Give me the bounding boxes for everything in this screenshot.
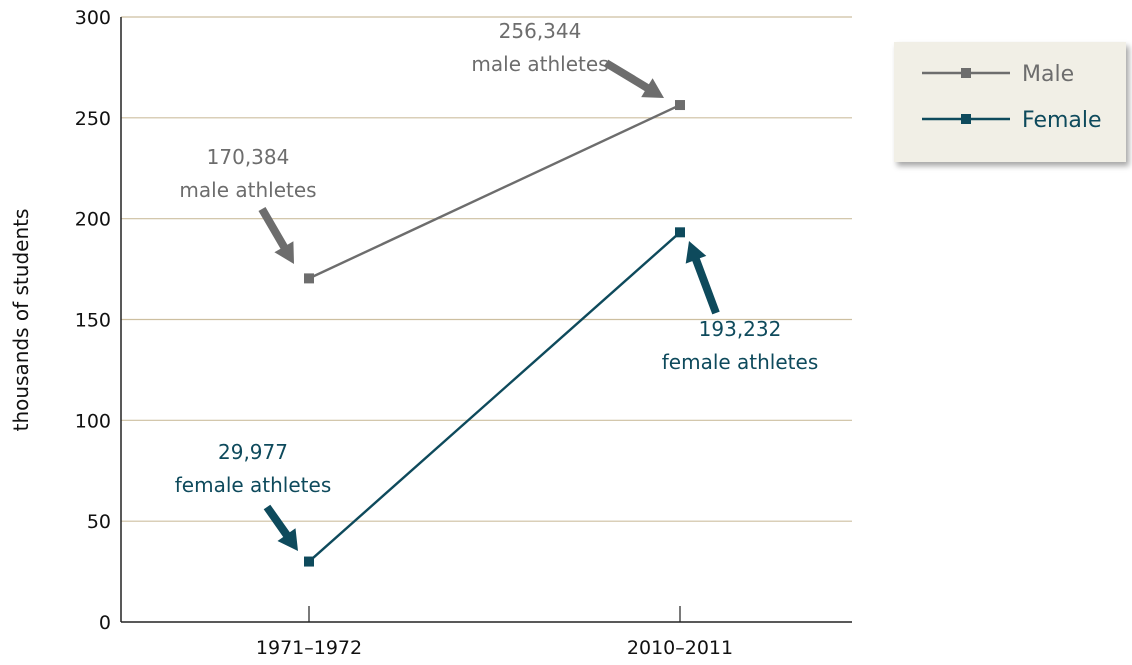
- y-tick-label-50: 50: [87, 511, 111, 533]
- legend-entry-male: Male: [922, 62, 1074, 87]
- annotation-value: 170,384: [207, 145, 290, 169]
- y-tick-labels: 0 50 100 150 200 250 300: [75, 7, 111, 634]
- annotation-arrow: [258, 207, 294, 264]
- legend-swatch-marker: [961, 68, 971, 78]
- series-female: [304, 227, 685, 567]
- legend-label: Female: [1022, 108, 1102, 133]
- series-line-female: [308, 231, 681, 563]
- annotation-label: female athletes: [175, 473, 332, 497]
- annotation-label: male athletes: [471, 52, 608, 76]
- legend-swatch-marker: [961, 114, 971, 124]
- legend-box: [894, 42, 1126, 162]
- point-female-0: [304, 556, 314, 567]
- legend-label: Male: [1022, 62, 1074, 87]
- x-ticks: 1971–1972 2010–2011: [256, 606, 733, 659]
- x-tick-label-1: 2010–2011: [627, 637, 733, 659]
- annotation-label: male athletes: [179, 178, 316, 202]
- y-tick-label-250: 250: [75, 108, 111, 130]
- legend: Male Female: [894, 42, 1126, 162]
- annotation-arrow: [603, 59, 664, 98]
- gridlines: [121, 16, 852, 522]
- annotation-value: 256,344: [499, 19, 582, 43]
- series-male: [304, 100, 685, 284]
- y-tick-label-300: 300: [75, 7, 111, 29]
- series: [304, 100, 685, 567]
- annotation-3: 193,232 female athletes: [662, 241, 819, 374]
- series-line-male: [308, 103, 681, 280]
- point-female-1: [675, 227, 685, 238]
- annotation-arrow: [263, 504, 298, 551]
- x-tick-label-0: 1971–1972: [256, 637, 362, 659]
- point-male-1: [675, 100, 685, 111]
- annotation-arrow: [685, 241, 720, 315]
- annotations: 170,384 male athletes 256,344 male athletes…: [175, 19, 819, 551]
- y-axis-label: thousands of students: [9, 209, 33, 432]
- y-tick-label-100: 100: [75, 410, 111, 432]
- y-tick-label-0: 0: [99, 612, 111, 634]
- annotation-2: 29,977 female athletes: [175, 440, 332, 551]
- annotation-0: 170,384 male athletes: [179, 145, 317, 264]
- point-male-0: [304, 273, 314, 284]
- y-tick-label-200: 200: [75, 209, 111, 231]
- annotation-value: 29,977: [218, 440, 288, 464]
- legend-entry-female: Female: [922, 108, 1102, 133]
- axes: [120, 17, 852, 623]
- y-tick-label-150: 150: [75, 310, 111, 332]
- annotation-1: 256,344 male athletes: [471, 19, 664, 98]
- annotation-value: 193,232: [699, 317, 782, 341]
- annotation-label: female athletes: [662, 350, 819, 374]
